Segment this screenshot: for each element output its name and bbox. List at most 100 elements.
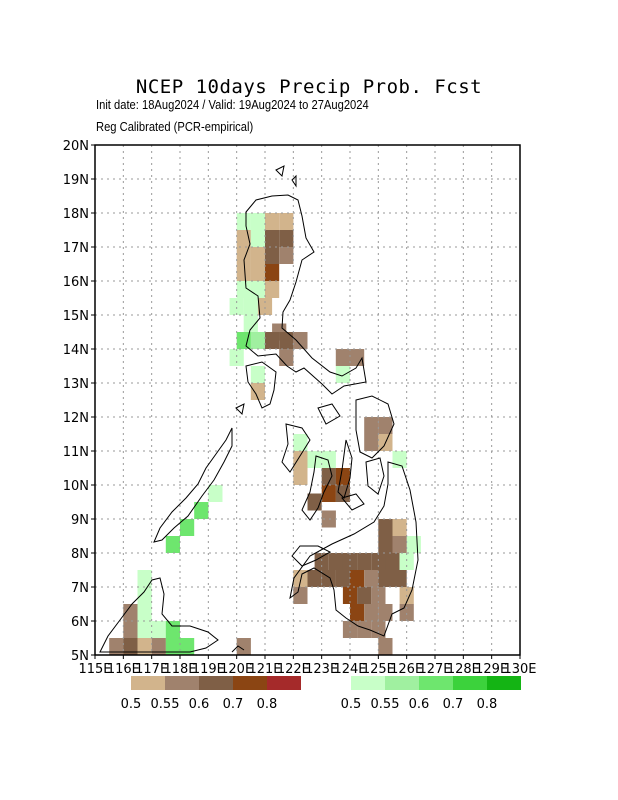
prob-cell xyxy=(250,213,265,230)
prob-cell xyxy=(350,349,365,366)
coastline-mindoro xyxy=(245,361,277,409)
coastline-palawan xyxy=(153,427,233,543)
prob-cell xyxy=(342,621,358,638)
prob-cell xyxy=(279,213,294,230)
map-frame xyxy=(94,144,521,656)
prob-cell xyxy=(180,638,195,655)
legend-wet-label: 0.5 xyxy=(341,697,362,712)
coastline-mindanao xyxy=(289,461,419,637)
prob-cell xyxy=(123,604,138,621)
prob-cell xyxy=(165,536,180,553)
prob-cell xyxy=(378,536,393,553)
lon-label: 128E xyxy=(447,662,480,677)
prob-cell xyxy=(123,621,138,638)
coastline-leyte xyxy=(365,457,385,495)
prob-cell xyxy=(378,519,393,536)
legend-dry-label: 0.5 xyxy=(121,697,142,712)
prob-cell xyxy=(357,621,372,638)
coastline-sulu xyxy=(231,645,245,653)
lat-label: 9N xyxy=(71,513,89,528)
prob-cell xyxy=(208,485,223,502)
legend-dry-label: 0.6 xyxy=(189,697,210,712)
prob-cell xyxy=(293,587,308,604)
prob-cell xyxy=(307,570,322,587)
prob-cell xyxy=(307,451,322,468)
lon-label: 116E xyxy=(107,662,140,677)
lon-label: 119E xyxy=(192,662,225,677)
prob-cell xyxy=(137,570,152,587)
lon-label: 118E xyxy=(163,662,196,677)
prob-cell xyxy=(279,230,294,247)
prob-cell xyxy=(151,638,166,655)
lat-label: 7N xyxy=(71,581,89,596)
prob-cell xyxy=(335,366,350,383)
prob-cell xyxy=(392,519,407,536)
prob-cell xyxy=(321,451,336,468)
lon-label: 124E xyxy=(333,662,366,677)
legend-dry: 0.5 0.55 0.6 0.7 0.8 xyxy=(121,676,301,712)
prob-cell xyxy=(257,298,273,315)
prob-cell xyxy=(250,264,265,281)
legend-wet-swatch xyxy=(351,676,385,690)
prob-cell xyxy=(236,332,251,349)
lat-label: 6N xyxy=(71,615,89,630)
prob-cell xyxy=(335,570,350,587)
prob-cell xyxy=(250,383,265,400)
legend-dry-label: 0.7 xyxy=(223,697,244,712)
latitude-labels: 5N 6N 7N 8N 9N 10N 11N 12N 13N 14N 15N 16N 17N 18N 19N… xyxy=(63,139,95,664)
subtitle-dates: Init date: 18Aug2024 / Valid: 19Aug2024 … xyxy=(96,97,369,112)
coastline-bohol xyxy=(341,493,365,511)
prob-cell xyxy=(342,553,358,570)
prob-cell xyxy=(243,298,258,315)
prob-cell xyxy=(399,604,414,621)
coastlines xyxy=(99,165,419,653)
prob-cell xyxy=(265,213,280,230)
prob-cell xyxy=(229,349,244,366)
prob-cell xyxy=(250,332,265,349)
lat-label: 10N xyxy=(63,479,89,494)
prob-cell xyxy=(137,604,152,621)
lon-label: 130E xyxy=(503,662,536,677)
lat-label: 19N xyxy=(63,173,89,188)
legend-dry-swatch xyxy=(267,676,301,690)
prob-cell xyxy=(321,570,336,587)
lat-label: 14N xyxy=(63,343,89,358)
prob-cell xyxy=(357,553,372,570)
legend-wet-label: 0.7 xyxy=(443,697,464,712)
prob-cell xyxy=(180,519,195,536)
coastline-masbate xyxy=(317,403,341,425)
prob-cell xyxy=(293,332,308,349)
prob-cell xyxy=(236,638,251,655)
prob-cell xyxy=(307,493,322,511)
prob-cell xyxy=(236,264,251,281)
prob-cell xyxy=(137,587,152,604)
lon-label: 127E xyxy=(418,662,451,677)
lon-label: 123E xyxy=(305,662,338,677)
prob-cell xyxy=(364,417,379,434)
prob-cell xyxy=(250,366,265,383)
prob-cell xyxy=(335,468,350,485)
lon-label: 121E xyxy=(248,662,281,677)
legend-wet: 0.5 0.55 0.6 0.7 0.8 xyxy=(341,676,521,712)
lon-label: 122E xyxy=(277,662,310,677)
legend-wet-swatch xyxy=(453,676,487,690)
lon-label: 115E xyxy=(78,662,111,677)
subtitle-method: Reg Calibrated (PCR-empirical) xyxy=(96,119,254,134)
lon-label: 117E xyxy=(135,662,168,677)
legend-dry-swatch xyxy=(199,676,233,690)
legend-wet-swatch xyxy=(385,676,419,690)
prob-cell xyxy=(378,638,393,655)
coastline-samar xyxy=(355,395,395,459)
lat-label: 5N xyxy=(71,649,89,664)
prob-cell xyxy=(236,281,251,298)
prob-cell xyxy=(399,553,414,570)
prob-cell xyxy=(392,570,407,587)
prob-cell xyxy=(364,604,379,621)
prob-cell xyxy=(378,570,393,587)
coastline-luzon xyxy=(243,194,367,395)
prob-cell xyxy=(229,298,244,315)
gridlines xyxy=(95,145,520,655)
prob-cell xyxy=(137,638,152,655)
legend-wet-swatch xyxy=(419,676,453,690)
